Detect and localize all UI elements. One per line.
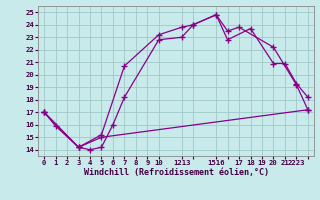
X-axis label: Windchill (Refroidissement éolien,°C): Windchill (Refroidissement éolien,°C) [84, 168, 268, 177]
